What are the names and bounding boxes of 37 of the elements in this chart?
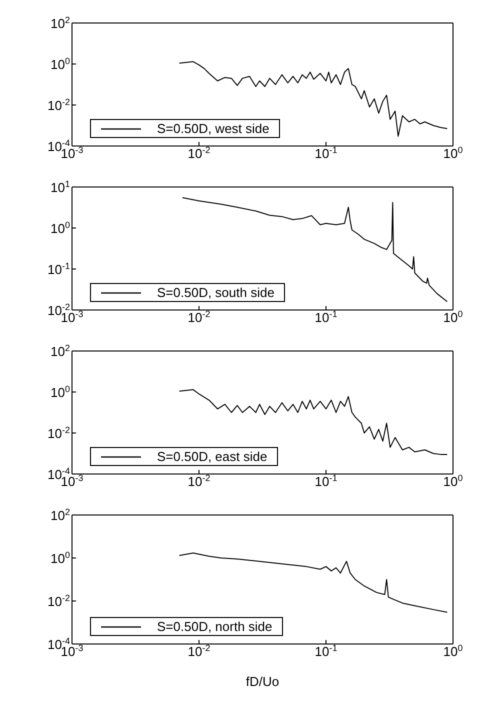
y-tick-label: 10$^{2}$ [50,507,70,523]
legend-label: S=0.50D, east side [157,449,268,464]
y-tick-label: 10$^{0}$ [50,220,70,236]
y-tick-label: 10$^{-2}$ [48,593,70,609]
legend: S=0.50D, west side [90,119,280,138]
x-tick-label: 10$^{0}$ [443,309,463,325]
y-tick-label: 10$^{2}$ [50,15,70,31]
x-tick-label: 10$^{0}$ [443,643,463,659]
y-tick-label: 10$^{0}$ [50,550,70,566]
x-axis-title: fD/Uo [246,674,280,689]
y-tick-label: 10$^{1}$ [50,179,70,195]
x-tick-label: 10$^{-2}$ [188,473,210,489]
y-tick-label: 10$^{-1}$ [48,261,70,277]
x-tick-label: 10$^{0}$ [443,145,463,161]
legend: S=0.50D, east side [90,447,278,466]
legend-label: S=0.50D, south side [157,285,274,300]
y-tick-label: 10$^{0}$ [50,384,70,400]
x-tick-label: 10$^{-3}$ [60,473,84,489]
y-tick-label: 10$^{-2}$ [48,425,70,441]
x-tick-label: 10$^{-3}$ [60,145,84,161]
x-tick-label: 10$^{-2}$ [188,145,210,161]
x-tick-label: 10$^{-1}$ [314,643,338,659]
y-tick-label: 10$^{2}$ [50,343,70,359]
legend-label: S=0.50D, west side [157,121,270,136]
legend: S=0.50D, south side [90,283,286,302]
x-tick-label: 10$^{-3}$ [60,309,84,325]
x-tick-label: 10$^{-2}$ [188,309,210,325]
x-tick-label: 10$^{-1}$ [314,309,338,325]
x-tick-label: 10$^{0}$ [443,473,463,489]
x-tick-label: 10$^{-2}$ [188,643,210,659]
legend-label: S=0.50D, north side [157,619,272,634]
x-tick-label: 10$^{-1}$ [314,145,338,161]
x-tick-label: 10$^{-1}$ [314,473,338,489]
legend: S=0.50D, north side [90,617,284,636]
x-tick-label: 10$^{-3}$ [60,643,84,659]
y-tick-label: 10$^{-2}$ [48,97,70,113]
y-tick-label: 10$^{0}$ [50,56,70,72]
